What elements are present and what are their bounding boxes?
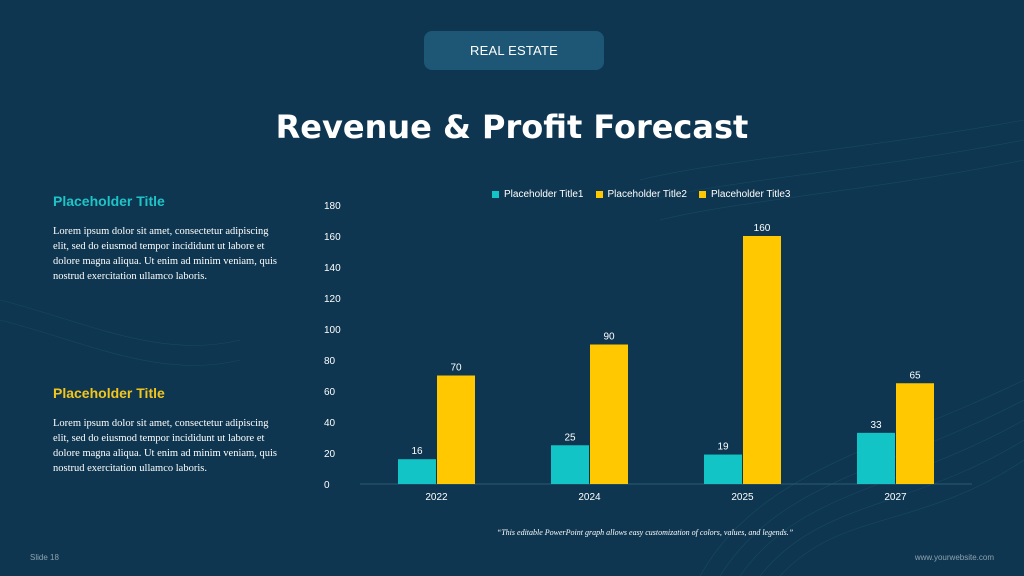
- y-tick-label: 20: [324, 449, 336, 460]
- legend-label-1: Placeholder Title1: [504, 189, 584, 200]
- bar-2: [437, 375, 475, 484]
- y-tick-label: 40: [324, 418, 336, 429]
- bar-chart: 0 20 40 60 80 100 120 140 160 180 16 70 2022 25 90 2024…: [324, 201, 972, 503]
- legend-swatch-3: [699, 191, 706, 198]
- bar-1: [398, 459, 436, 484]
- bar-2: [896, 383, 934, 484]
- y-tick-label: 120: [324, 294, 341, 305]
- data-label: 25: [564, 432, 576, 443]
- legend-swatch-1: [492, 191, 499, 198]
- placeholder-body-2: Lorem ipsum dolor sit amet, consectetur …: [53, 418, 277, 474]
- slide-title: Revenue & Profit Forecast: [275, 108, 749, 146]
- x-tick-label: 2027: [884, 492, 907, 503]
- bar-2: [743, 236, 781, 484]
- data-label: 19: [717, 442, 729, 453]
- bar-1: [551, 445, 589, 484]
- slide-number: Slide 18: [30, 553, 59, 562]
- category-tag: REAL ESTATE: [424, 31, 604, 70]
- y-tick-label: 100: [324, 325, 341, 336]
- y-tick-label: 140: [324, 263, 341, 274]
- data-label: 90: [603, 332, 615, 343]
- bar-2: [590, 344, 628, 484]
- legend-item-1: Placeholder Title1: [492, 189, 584, 200]
- legend-label-3: Placeholder Title3: [711, 189, 791, 200]
- legend-label-2: Placeholder Title2: [607, 189, 688, 200]
- placeholder-title-2: Placeholder Title: [53, 385, 165, 401]
- x-tick-label: 2024: [578, 492, 601, 503]
- chart-legend: Placeholder Title1 Placeholder Title2 Pl…: [492, 189, 791, 200]
- website-url: www.yourwebsite.com: [914, 553, 994, 562]
- y-tick-label: 60: [324, 387, 336, 398]
- y-tick-label: 180: [324, 201, 341, 212]
- bar-1: [704, 454, 742, 484]
- x-tick-label: 2025: [731, 492, 754, 503]
- x-tick-label: 2022: [425, 492, 448, 503]
- bar-1: [857, 432, 895, 484]
- footnote: “This editable PowerPoint graph allows e…: [496, 528, 794, 537]
- y-tick-label: 160: [324, 232, 341, 243]
- legend-swatch-2: [595, 191, 603, 198]
- placeholder-body-1: Lorem ipsum dolor sit amet, consectetur …: [53, 226, 277, 282]
- y-tick-label: 80: [324, 356, 336, 367]
- data-label: 65: [909, 370, 921, 381]
- data-label: 33: [870, 420, 882, 431]
- data-label: 16: [411, 446, 423, 457]
- data-label: 160: [754, 223, 771, 234]
- placeholder-title-1: Placeholder Title: [53, 193, 165, 209]
- legend-item-3: Placeholder Title3: [699, 189, 791, 200]
- data-label: 70: [450, 363, 462, 374]
- legend-item-2: Placeholder Title2: [595, 189, 688, 200]
- y-tick-label: 0: [324, 480, 330, 491]
